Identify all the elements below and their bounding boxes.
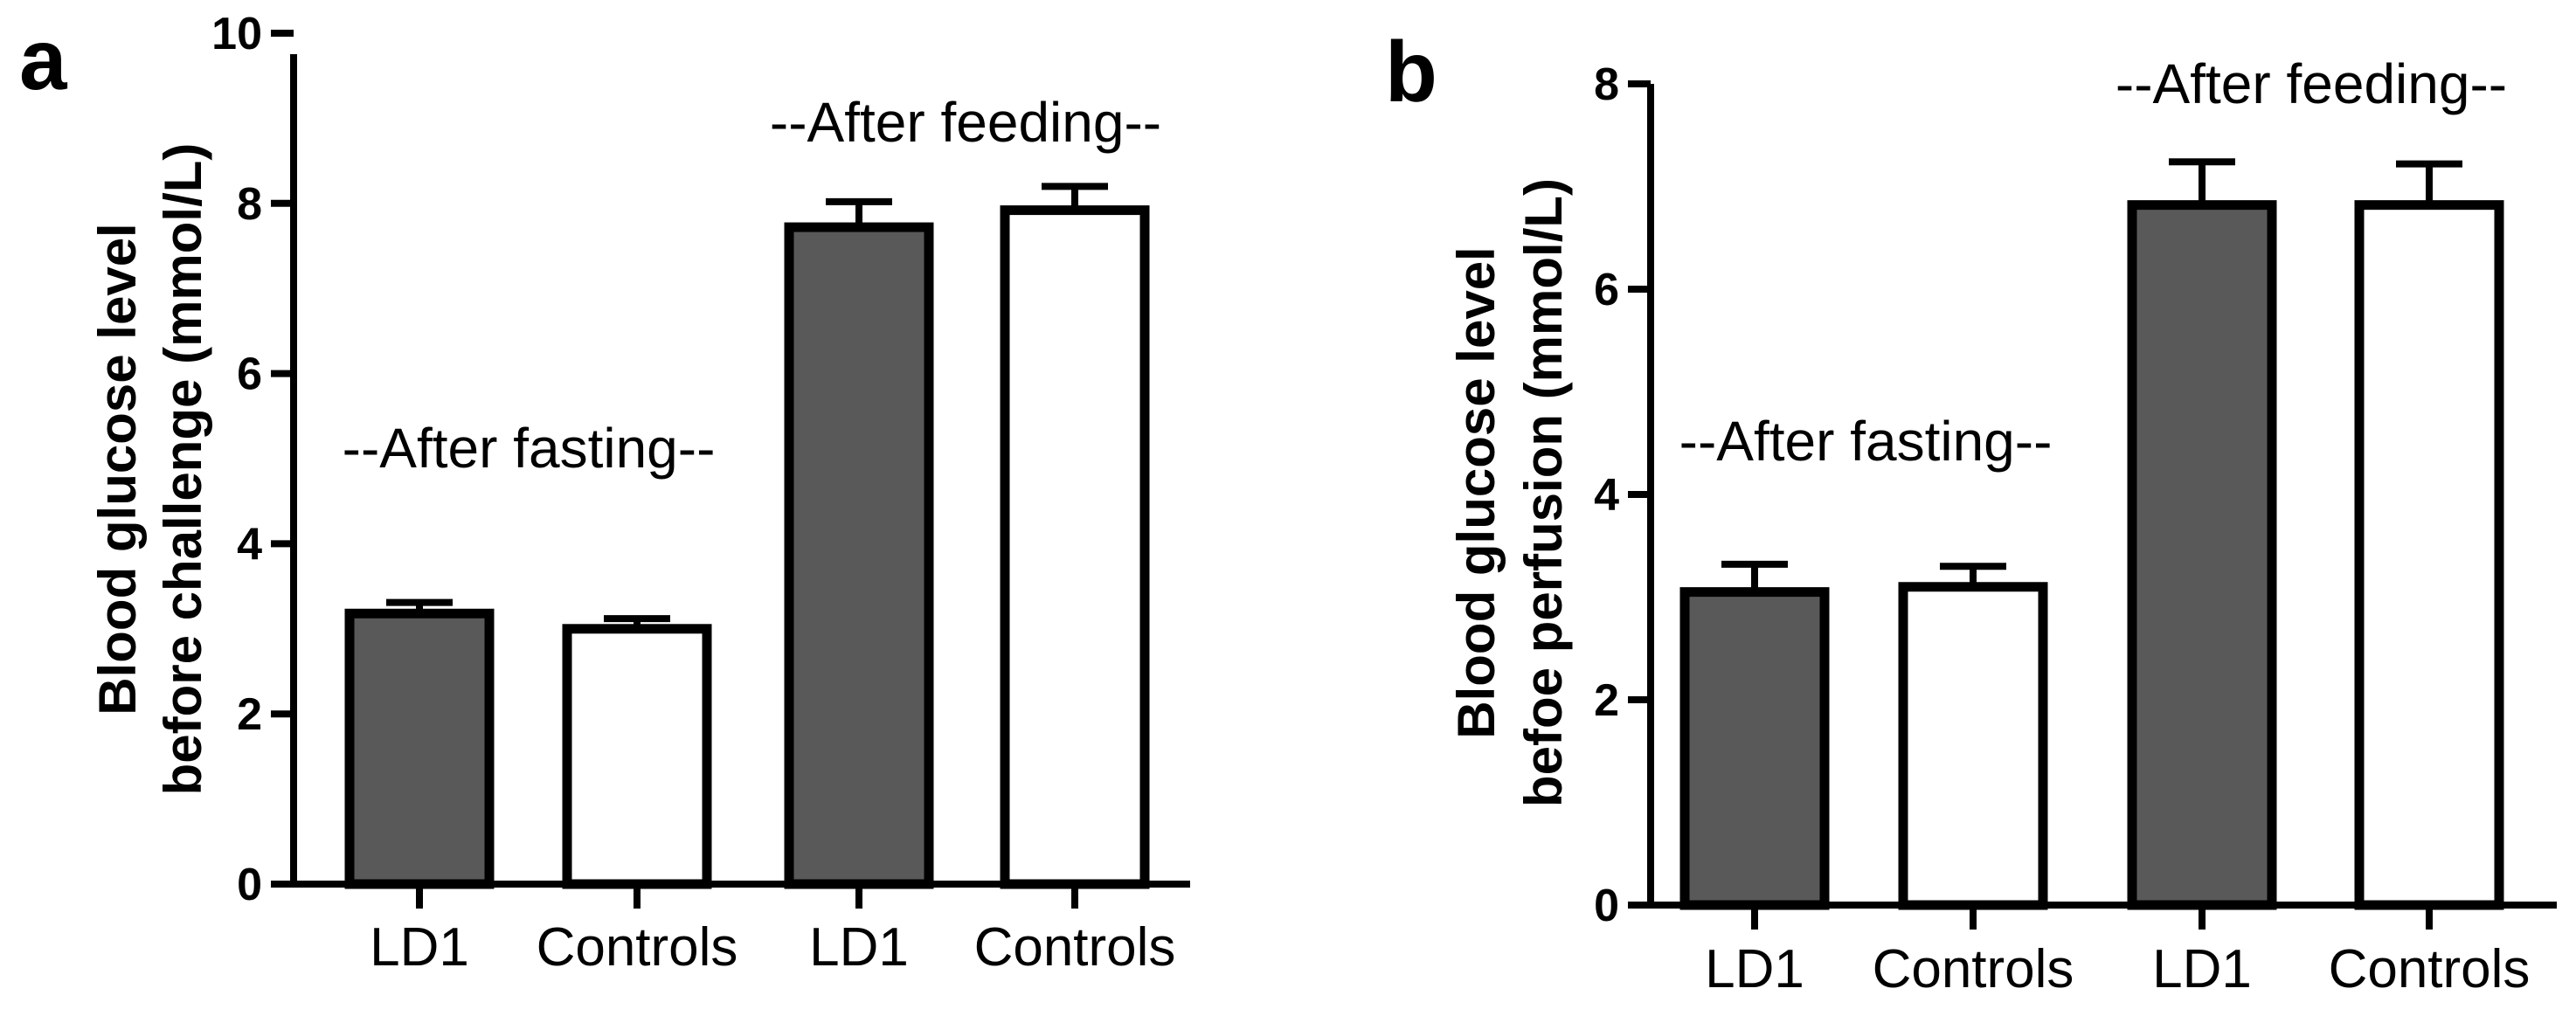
annotation-after-fasting-b: --After fasting-- — [1679, 410, 2053, 473]
bar — [784, 222, 934, 889]
bar — [344, 608, 495, 889]
y-tick-label: 2 — [1594, 675, 1619, 726]
x-ticks-a — [416, 884, 1078, 909]
category-label: Controls — [537, 917, 738, 978]
y-tick-label: 8 — [237, 179, 262, 230]
y-tick-label: 8 — [1594, 59, 1619, 110]
category-label: LD1 — [370, 917, 469, 978]
category-label: LD1 — [1705, 939, 1804, 999]
annotation-after-feeding-a: --After feeding-- — [770, 91, 1161, 154]
y-tick-label: 0 — [237, 860, 262, 910]
y-axis-label-a-line1: Blood glucose level — [88, 223, 147, 715]
y-tick-label: 6 — [1594, 265, 1619, 315]
bars-a — [344, 183, 1150, 889]
category-label: LD1 — [2152, 939, 2252, 999]
bar — [2127, 200, 2277, 910]
y-tick-label: 4 — [237, 519, 262, 570]
bar — [1679, 587, 1830, 910]
y-tick-label: 10 — [211, 9, 262, 59]
y-tick-label: 2 — [237, 689, 262, 740]
bar — [1898, 582, 2048, 910]
panel-letter-a: a — [19, 11, 68, 107]
y-ticks-b: 0 2 4 6 8 — [1594, 59, 1651, 931]
y-tick-label: 4 — [1594, 470, 1619, 521]
annotation-after-feeding-b: --After feeding-- — [2116, 52, 2507, 115]
category-labels-b: LD1 Controls LD1 Controls — [1705, 939, 2530, 999]
y-ticks-a: 0 2 4 6 8 10 — [211, 9, 294, 910]
category-label: Controls — [974, 917, 1176, 978]
panel-b: b Blood glucose level befoe perfusion (m… — [1385, 24, 2557, 999]
bar — [2354, 200, 2504, 910]
bar — [562, 624, 712, 889]
category-label: Controls — [1873, 939, 2074, 999]
bars-b — [1679, 158, 2504, 910]
y-tick-label: 0 — [1594, 881, 1619, 931]
y-axis-label-b-line1: Blood glucose level — [1447, 246, 1506, 738]
bar — [1000, 205, 1150, 889]
annotation-after-fasting-a: --After fasting-- — [343, 417, 716, 480]
category-labels-a: LD1 Controls LD1 Controls — [370, 917, 1175, 978]
y-axis-label-b-line2: befoe perfusion (mmol/L) — [1514, 178, 1573, 807]
x-ticks-b — [1751, 905, 2433, 930]
category-label: LD1 — [809, 917, 909, 978]
panel-a: a Blood glucose level before challenge (… — [19, 9, 1190, 978]
y-axis-label-a-line2: before challenge (mmol/L) — [154, 143, 212, 796]
category-label: Controls — [2329, 939, 2531, 999]
panel-letter-b: b — [1385, 24, 1437, 120]
y-tick-label: 6 — [237, 349, 262, 400]
